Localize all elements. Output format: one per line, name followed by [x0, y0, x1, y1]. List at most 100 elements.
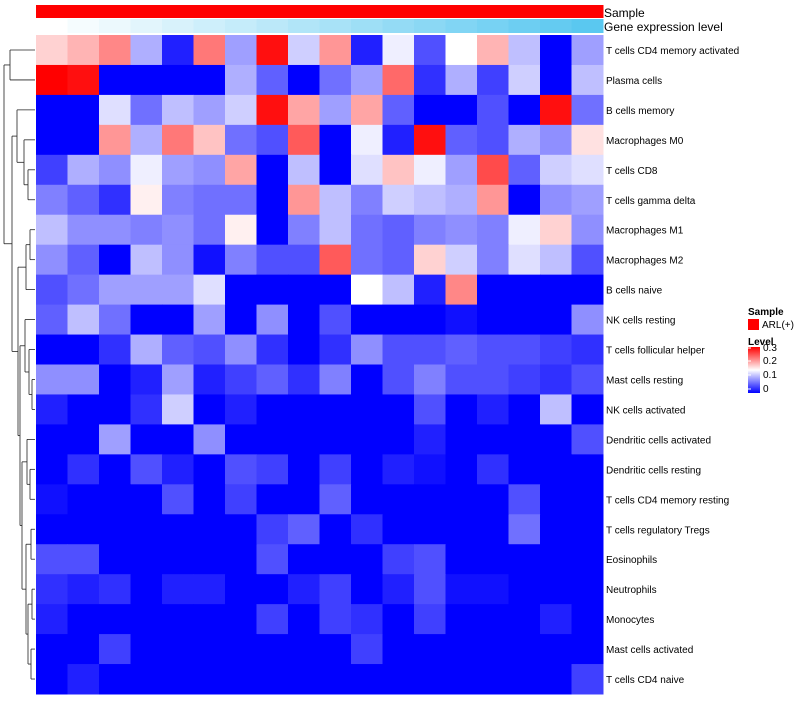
heatmap-cell [445, 424, 478, 455]
heatmap-cell [193, 124, 226, 156]
heatmap-cell [414, 244, 446, 276]
heatmap-cell [288, 664, 320, 695]
legend-sample-swatch [748, 319, 759, 330]
heatmap-cell [67, 394, 100, 425]
row-label: Macrophages M2 [606, 256, 684, 267]
heatmap-cell [256, 64, 289, 96]
heatmap-cell [36, 364, 68, 395]
heatmap-cell [319, 544, 352, 575]
heatmap-cell [351, 214, 383, 246]
heatmap-cell [477, 544, 509, 575]
heatmap-cell [36, 484, 68, 515]
heatmap-cell [540, 604, 572, 635]
heatmap-cell [414, 334, 446, 365]
heatmap-cell [540, 244, 572, 276]
row-label: B cells naive [606, 286, 663, 297]
gene-expression-track-cell [382, 19, 415, 33]
heatmap-cell [256, 154, 289, 186]
heatmap-cell [351, 634, 383, 665]
heatmap-cell [445, 35, 478, 66]
heatmap-cell [382, 94, 415, 126]
heatmap-cell [540, 124, 572, 156]
heatmap-cell [225, 334, 257, 365]
heatmap-cell [540, 574, 572, 605]
heatmap-cell [256, 544, 289, 575]
heatmap-cell [382, 634, 415, 665]
heatmap-cell [162, 304, 194, 336]
heatmap-cell [193, 154, 226, 186]
row-label: T cells CD4 memory resting [606, 495, 729, 506]
heatmap-cell [162, 664, 194, 695]
gene-expression-track-cell [99, 19, 131, 33]
heatmap-cell [414, 574, 446, 605]
heatmap-cell [445, 124, 478, 156]
heatmap-cell [288, 544, 320, 575]
heatmap-cell [571, 214, 604, 246]
heatmap-cell [351, 244, 383, 276]
heatmap-cell [36, 394, 68, 425]
heatmap-cell [67, 544, 100, 575]
heatmap-cell [256, 124, 289, 156]
heatmap-cell [351, 664, 383, 695]
gene-expression-track-cell [319, 19, 352, 33]
sample-track-cell [99, 5, 131, 18]
heatmap-cell [99, 604, 131, 635]
sample-track-cell [193, 5, 226, 18]
heatmap-cell [162, 214, 194, 246]
heatmap-cell [288, 214, 320, 246]
heatmap-cell [36, 514, 68, 545]
heatmap-cell [225, 274, 257, 306]
sample-track-cell [130, 5, 163, 18]
heatmap-cell [571, 634, 604, 665]
heatmap-cell [162, 124, 194, 156]
heatmap-cell [445, 214, 478, 246]
heatmap-cell [571, 484, 604, 515]
heatmap-cell [36, 244, 68, 276]
heatmap-cell [288, 274, 320, 306]
row-label: Mast cells resting [606, 375, 683, 386]
heatmap-cell [508, 154, 541, 186]
row-label: T cells CD4 naive [606, 675, 685, 686]
heatmap-cell [225, 304, 257, 336]
heatmap-cell [36, 574, 68, 605]
heatmap-cell [540, 484, 572, 515]
heatmap-cell [445, 274, 478, 306]
sample-track-label: Sample [604, 6, 645, 20]
heatmap-cell [540, 544, 572, 575]
heatmap-cell [225, 154, 257, 186]
heatmap-cell [382, 244, 415, 276]
heatmap-cell [319, 484, 352, 515]
heatmap-cell [477, 35, 509, 66]
heatmap-cell [99, 35, 131, 66]
heatmap-cell [414, 364, 446, 395]
heatmap-cell [382, 604, 415, 635]
heatmap-cell [225, 124, 257, 156]
heatmap-cell [477, 664, 509, 695]
heatmap-cell [414, 634, 446, 665]
sample-track-cell [571, 5, 604, 18]
level-tick-label: 0 [763, 384, 769, 395]
heatmap-cell [36, 664, 68, 695]
sample-track-cell [540, 5, 572, 18]
row-labels: T cells CD4 memory activated Plasma cells… [606, 46, 739, 686]
heatmap-cell [288, 574, 320, 605]
heatmap-cell [130, 394, 163, 425]
sample-track-cell [67, 5, 100, 18]
heatmap-cell [225, 514, 257, 545]
sample-track-cell [256, 5, 289, 18]
gene-expression-track-label: Gene expression level [604, 20, 723, 34]
heatmap-cell [67, 574, 100, 605]
heatmap-cell [351, 274, 383, 306]
heatmap-cell [193, 604, 226, 635]
heatmap-cell [193, 274, 226, 306]
heatmap-cell [445, 94, 478, 126]
heatmap-cell [67, 214, 100, 246]
heatmap-cell [351, 454, 383, 485]
heatmap-cell [319, 334, 352, 365]
heatmap-cell [288, 304, 320, 336]
heatmap-cell [382, 364, 415, 395]
heatmap-cell [193, 35, 226, 66]
heatmap-cell [193, 244, 226, 276]
heatmap-cell [36, 424, 68, 455]
